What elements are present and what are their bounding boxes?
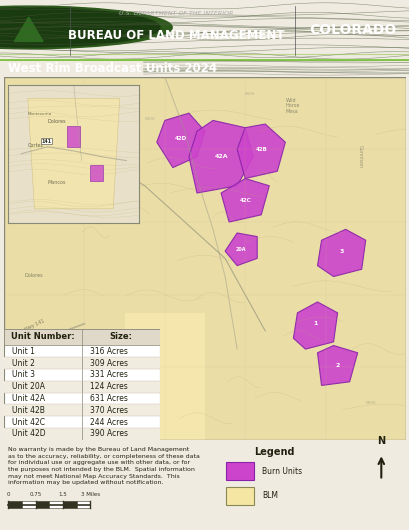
Text: BUREAU OF LAND MANAGEMENT: BUREAU OF LAND MANAGEMENT (68, 29, 284, 42)
Text: 370 Acres: 370 Acres (90, 406, 128, 415)
Polygon shape (89, 165, 102, 181)
Text: 141: 141 (41, 139, 51, 144)
Text: No warranty is made by the Bureau of Land Management
as to the accuracy, reliabi: No warranty is made by the Bureau of Lan… (8, 447, 200, 485)
Text: Hwy 141: Hwy 141 (24, 319, 46, 332)
Polygon shape (220, 179, 269, 222)
Text: West Rim Broadcast Units 2024: West Rim Broadcast Units 2024 (8, 62, 217, 75)
Circle shape (0, 8, 160, 47)
Bar (49, 501, 63, 508)
Text: Unit 20A: Unit 20A (12, 382, 45, 391)
Text: 390 Acres: 390 Acres (90, 429, 128, 438)
Text: Cortez: Cortez (28, 143, 44, 148)
Text: 20A: 20A (235, 247, 246, 252)
Polygon shape (156, 113, 204, 167)
Text: 3 Miles: 3 Miles (81, 492, 99, 497)
Text: Unit Number:: Unit Number: (11, 332, 75, 341)
Text: 124 Acres: 124 Acres (90, 382, 127, 391)
Text: 309 Acres: 309 Acres (90, 358, 128, 367)
Text: U.S. DEPARTMENT OF THE INTERIOR: U.S. DEPARTMENT OF THE INTERIOR (119, 11, 233, 16)
Circle shape (0, 6, 172, 49)
Text: Montezuma: Montezuma (28, 112, 52, 116)
Text: 1.5: 1.5 (58, 492, 67, 497)
Text: 3: 3 (339, 249, 343, 254)
Text: Olive Creek: Olive Creek (124, 363, 156, 368)
Bar (22, 501, 36, 508)
Text: 8300: 8300 (144, 118, 155, 121)
Text: Unit 1: Unit 1 (12, 347, 35, 356)
Polygon shape (4, 77, 405, 440)
Text: Unit 42C: Unit 42C (12, 418, 45, 427)
Text: 0.75: 0.75 (29, 492, 42, 497)
Text: Niosh Dr: Niosh Dr (104, 200, 120, 223)
Polygon shape (236, 124, 285, 179)
Text: Gunnison: Gunnison (357, 146, 362, 169)
Text: Dolores: Dolores (47, 119, 66, 125)
Polygon shape (67, 126, 80, 147)
Bar (8, 501, 22, 508)
Polygon shape (28, 99, 119, 209)
Text: Mancos: Mancos (47, 180, 66, 185)
Bar (4, 428, 160, 440)
Bar (63, 501, 76, 508)
Text: Unit 2: Unit 2 (12, 358, 35, 367)
Text: Wild
Horse
Mesa: Wild Horse Mesa (285, 98, 299, 114)
Bar (225, 462, 254, 480)
Bar (4, 357, 160, 369)
Text: COLORADO: COLORADO (308, 23, 395, 38)
Text: BLM: BLM (262, 491, 278, 500)
Text: 631 Acres: 631 Acres (90, 394, 127, 403)
Text: 42B: 42B (255, 147, 267, 152)
Bar (4, 404, 160, 416)
Bar (76, 501, 90, 508)
Text: Burn Units: Burn Units (262, 467, 302, 476)
Text: 0: 0 (7, 492, 10, 497)
Polygon shape (225, 233, 256, 266)
Text: Unit 42B: Unit 42B (12, 406, 45, 415)
Text: 8000: 8000 (245, 92, 255, 96)
Polygon shape (317, 346, 357, 385)
Text: 6800: 6800 (365, 401, 375, 404)
Text: 331 Acres: 331 Acres (90, 370, 127, 379)
Text: Legend: Legend (254, 447, 294, 457)
Text: 42D: 42D (174, 136, 187, 141)
Text: Unit 42D: Unit 42D (12, 429, 45, 438)
Text: Unit 42A: Unit 42A (12, 394, 45, 403)
Bar (36, 501, 49, 508)
Text: N: N (376, 436, 384, 446)
Text: 1: 1 (312, 321, 317, 326)
Polygon shape (4, 77, 405, 440)
Text: Unit 3: Unit 3 (12, 370, 35, 379)
Text: 244 Acres: 244 Acres (90, 418, 127, 427)
Bar (4, 381, 160, 393)
Text: 316 Acres: 316 Acres (90, 347, 127, 356)
Text: Dolores: Dolores (24, 272, 43, 278)
Polygon shape (189, 120, 253, 193)
Polygon shape (317, 229, 365, 277)
Text: 2: 2 (335, 363, 339, 368)
Text: 42C: 42C (239, 198, 250, 203)
Text: 6200: 6200 (24, 401, 35, 404)
Text: Size:: Size: (109, 332, 132, 341)
Bar (4, 329, 160, 346)
Bar (225, 487, 254, 505)
Text: 42A: 42A (214, 154, 227, 159)
Polygon shape (293, 302, 337, 349)
Polygon shape (14, 17, 43, 41)
